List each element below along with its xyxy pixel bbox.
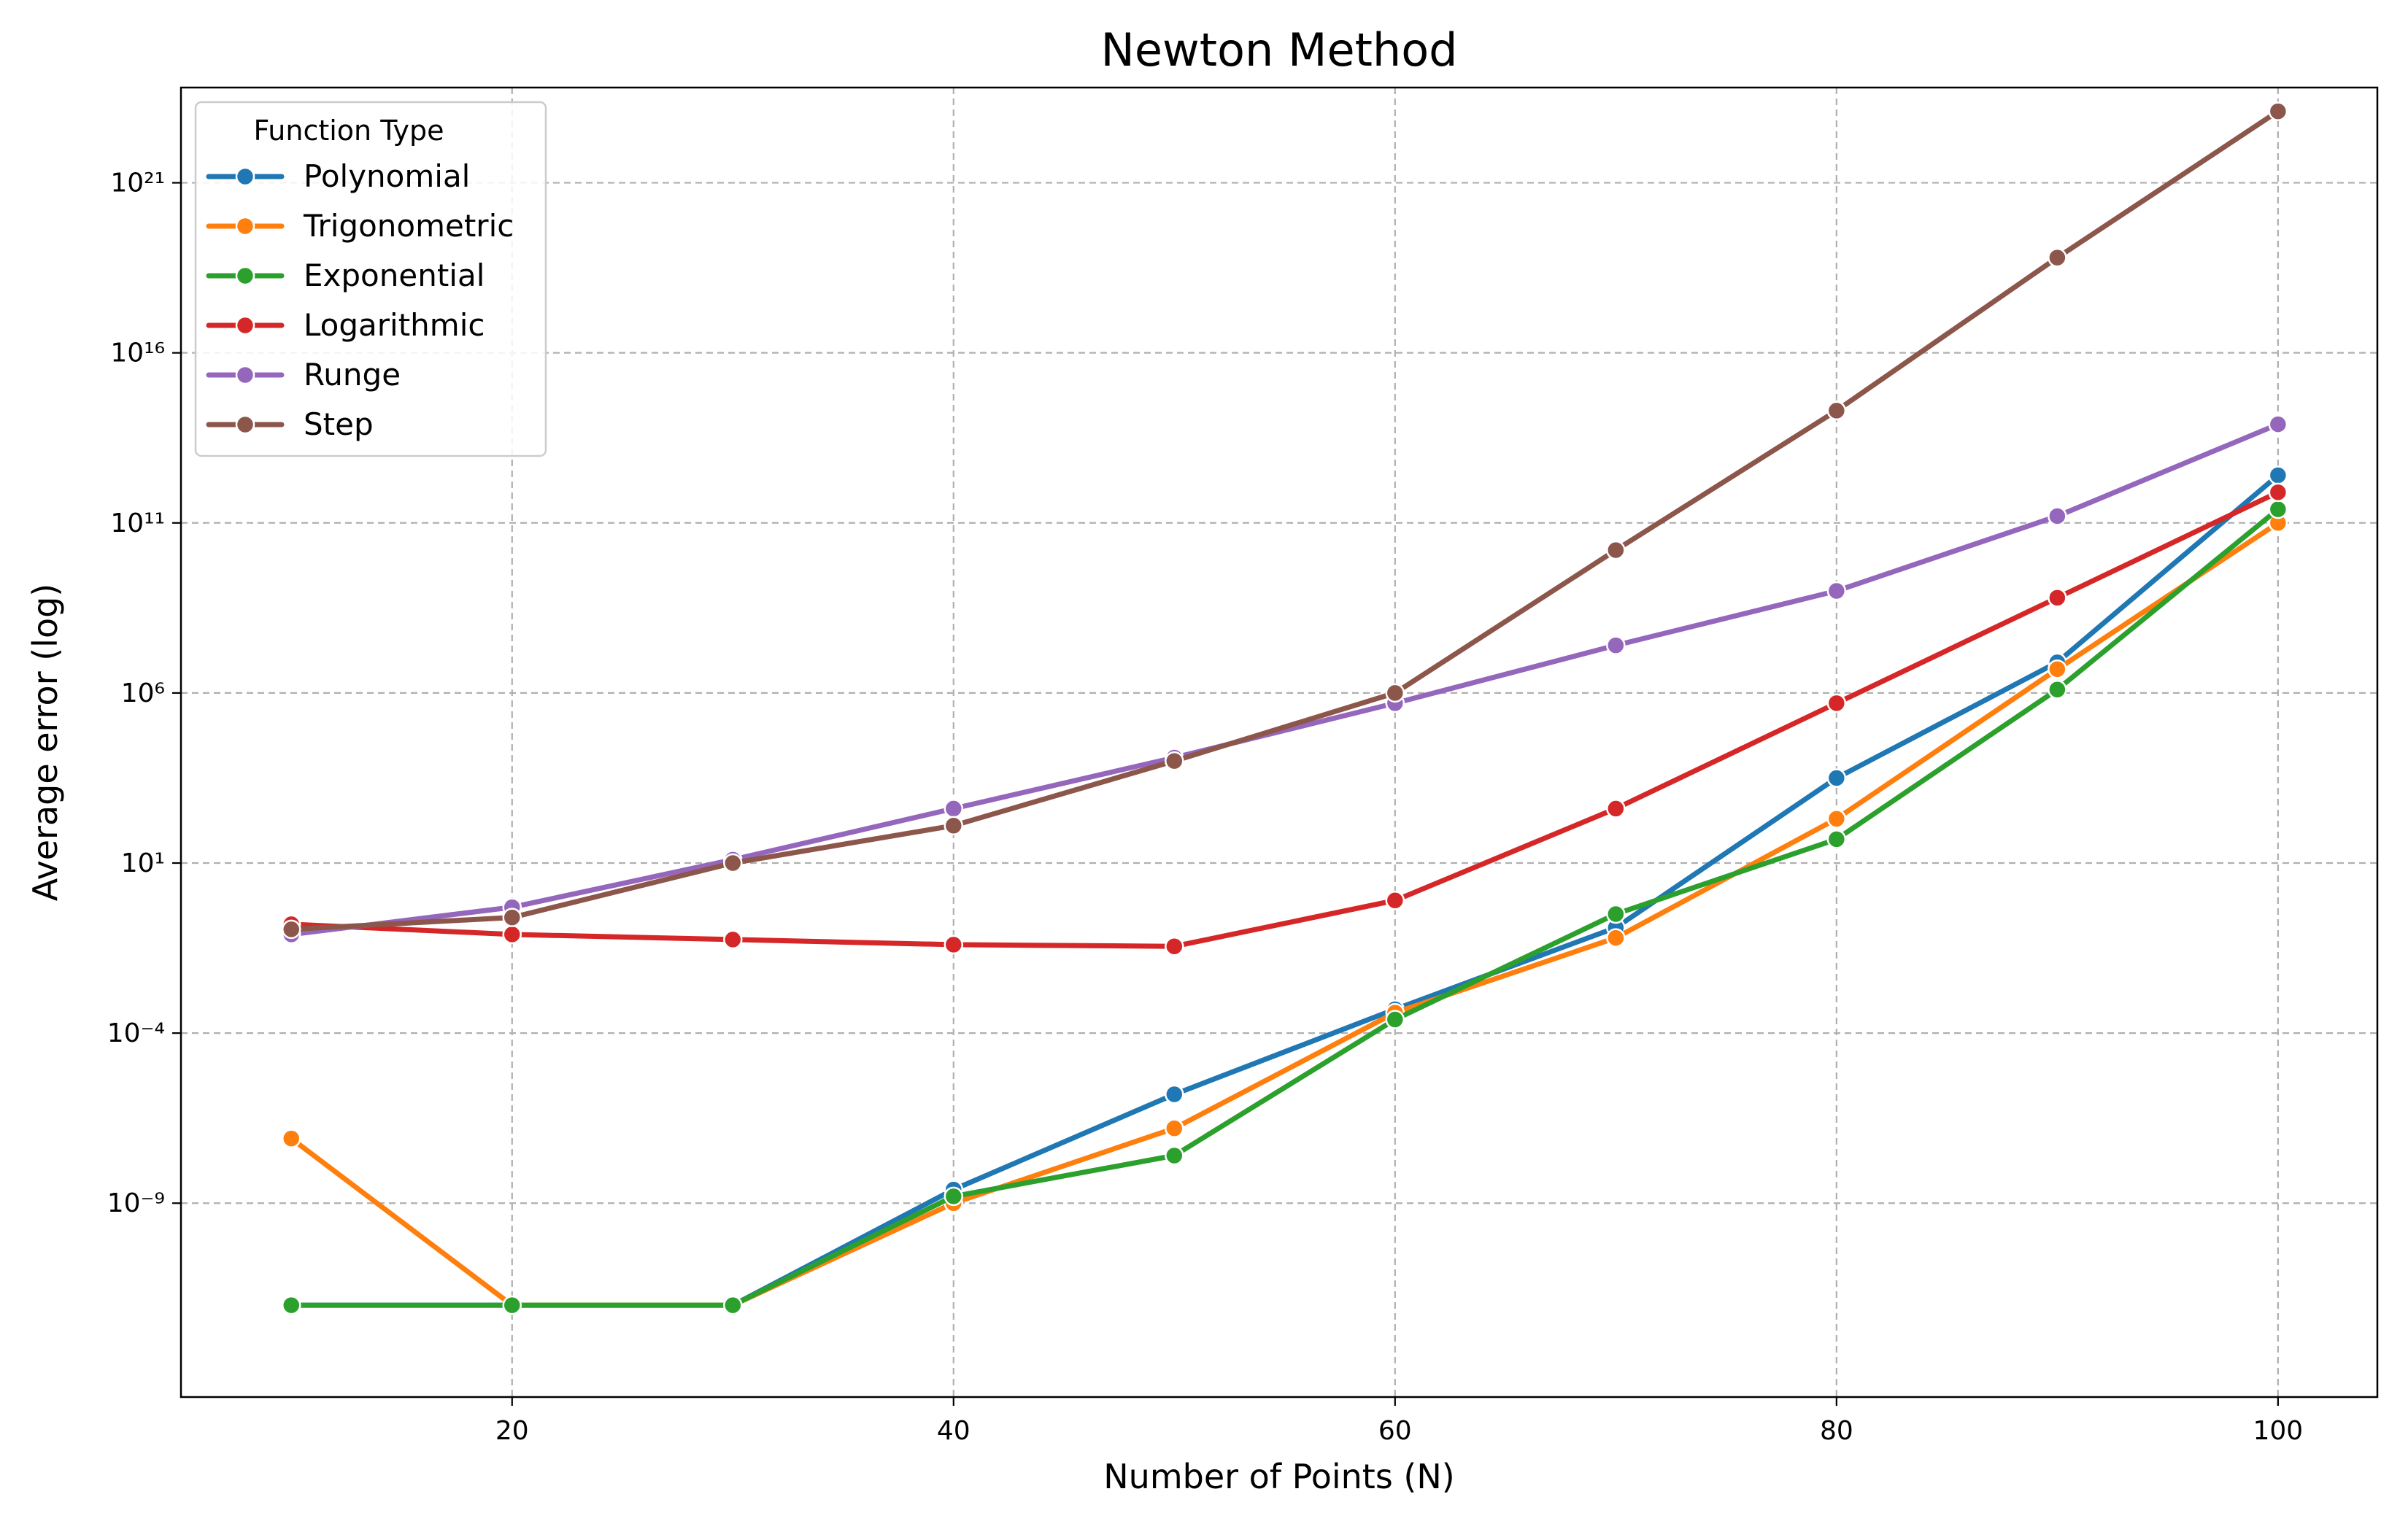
data-point: [723, 929, 743, 950]
legend-entry: Runge: [206, 357, 401, 392]
data-point: [723, 853, 743, 873]
series-runge: [282, 414, 2288, 945]
data-point: [2268, 101, 2288, 121]
data-point: [1165, 1145, 1184, 1166]
data-point: [2048, 679, 2067, 700]
data-point: [943, 799, 964, 819]
data-point: [282, 1129, 301, 1148]
data-point: [502, 924, 522, 945]
series-line: [288, 109, 2281, 932]
data-point: [2268, 482, 2288, 503]
x-tick-label: 100: [2253, 1416, 2304, 1446]
series-line: [288, 506, 2281, 1308]
legend-entry: Logarithmic: [206, 307, 485, 343]
legend-entry: Exponential: [206, 258, 485, 293]
legend: Function Type Polynomial Trigonometric Exp…: [194, 101, 547, 457]
legend-marker: [235, 216, 255, 236]
data-point: [1826, 809, 1847, 829]
plot-frame: [180, 86, 2379, 1398]
x-tick-label: 20: [495, 1416, 529, 1446]
data-point: [2048, 506, 2067, 526]
data-point: [1606, 928, 1626, 948]
grid: [181, 88, 2377, 1397]
legend-label: Runge: [304, 357, 401, 392]
legend-label: Exponential: [304, 258, 485, 293]
y-tick-label: 10¹⁶: [110, 338, 165, 368]
y-tick-label: 10⁻⁹: [107, 1188, 165, 1218]
y-tick-label: 10⁶: [121, 678, 165, 708]
legend-entry: Step: [206, 406, 374, 442]
data-point: [282, 919, 301, 940]
chart-title: Newton Method: [1100, 23, 1457, 77]
data-point: [1826, 829, 1847, 849]
data-point: [2048, 247, 2067, 268]
data-point: [1165, 1118, 1184, 1138]
legend-label: Polynomial: [304, 158, 470, 194]
data-point: [2268, 499, 2288, 519]
series-step: [282, 101, 2288, 940]
data-point: [1826, 581, 1847, 601]
x-tick-label: 60: [1378, 1416, 1412, 1446]
legend-marker: [235, 266, 255, 286]
x-tick-label: 80: [1820, 1416, 1853, 1446]
x-axis-label: Number of Points (N): [1103, 1457, 1454, 1496]
data-point: [282, 1295, 301, 1315]
y-tick-label: 10¹: [121, 848, 165, 878]
data-point: [2268, 465, 2288, 485]
data-point: [502, 1295, 522, 1315]
data-point: [943, 1186, 964, 1207]
data-point: [1385, 683, 1405, 703]
legend-marker: [235, 315, 255, 336]
data-point: [1826, 768, 1847, 788]
legend-entries: Polynomial Trigonometric Exponential Logari…: [206, 158, 514, 442]
series-lines: [282, 101, 2288, 1315]
data-point: [1606, 635, 1626, 655]
data-point: [1826, 401, 1847, 421]
data-point: [1606, 904, 1626, 924]
legend-marker: [235, 414, 255, 435]
data-point: [2048, 588, 2067, 608]
legend-entry: Trigonometric: [206, 208, 514, 244]
series-line: [288, 520, 2281, 1308]
legend-entry: Polynomial: [206, 158, 470, 194]
data-point: [723, 1295, 743, 1315]
data-point: [1385, 891, 1405, 910]
y-tick-label: 10⁻⁴: [107, 1018, 165, 1048]
data-point: [1165, 1084, 1184, 1104]
data-point: [502, 908, 522, 927]
legend-label: Step: [304, 406, 374, 442]
data-point: [1385, 1010, 1405, 1029]
y-axis-label: Average error (log): [26, 584, 65, 902]
x-tick-label: 40: [937, 1416, 970, 1446]
data-point: [1165, 751, 1184, 771]
data-point: [1165, 936, 1184, 956]
data-point: [1606, 799, 1626, 819]
data-point: [1606, 540, 1626, 560]
legend-label: Trigonometric: [303, 208, 514, 244]
data-point: [1826, 693, 1847, 713]
y-tick-label: 10²¹: [110, 169, 165, 198]
y-tick-label: 10¹¹: [110, 508, 165, 538]
legend-label: Logarithmic: [304, 307, 485, 343]
axes: 20 40 60 80 100 10⁻⁹ 10⁻⁴ 10¹ 10⁶ 10¹¹ 10¹⁶ 10²¹: [107, 169, 2303, 1446]
legend-marker: [235, 365, 255, 385]
data-point: [943, 816, 964, 835]
legend-marker: [235, 166, 255, 187]
series-line: [288, 422, 2281, 937]
series-line: [288, 490, 2281, 949]
series-exponential: [282, 499, 2288, 1315]
legend-title: Function Type: [254, 115, 444, 147]
data-point: [943, 935, 964, 955]
legend-box: [194, 101, 547, 457]
data-point: [2048, 659, 2067, 679]
data-point: [2268, 414, 2288, 434]
